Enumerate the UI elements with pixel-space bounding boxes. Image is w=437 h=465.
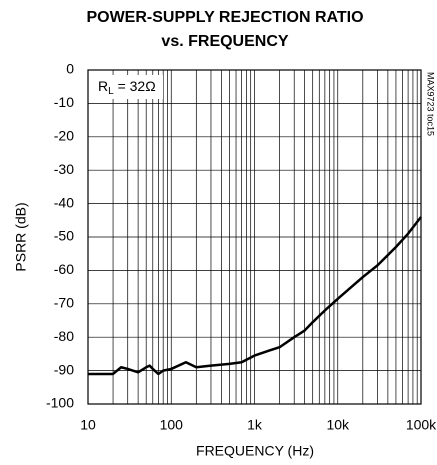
y-tick-label: -30 xyxy=(54,161,74,177)
x-axis-label: FREQUENCY (Hz) xyxy=(196,443,314,459)
annotation-box xyxy=(91,75,163,99)
y-tick-label: -40 xyxy=(54,194,74,210)
y-tick-label: -100 xyxy=(46,395,74,411)
x-tick-label: 100 xyxy=(160,417,184,433)
y-tick-label: -10 xyxy=(54,94,74,110)
y-tick-label: -70 xyxy=(54,295,74,311)
x-tick-label: 10 xyxy=(80,417,96,433)
y-tick-label: -80 xyxy=(54,328,74,344)
x-tick-label: 100k xyxy=(406,417,437,433)
y-tick-label: -60 xyxy=(54,261,74,277)
chart-title: POWER-SUPPLY REJECTION RATIO xyxy=(86,9,363,26)
data-line xyxy=(88,216,422,376)
y-tick-label: -20 xyxy=(54,128,74,144)
x-tick-label: 1k xyxy=(247,417,263,433)
y-tick-label: -50 xyxy=(54,228,74,244)
annotation-part: L xyxy=(108,86,114,97)
annotation: RL = 32Ω xyxy=(98,78,156,97)
annotation-part: = 32Ω xyxy=(114,78,156,94)
x-tick-label: 10k xyxy=(326,417,350,433)
y-tick-label: -90 xyxy=(54,361,74,377)
side-note: MAX9723 toc15 xyxy=(426,72,436,136)
y-tick-label: 0 xyxy=(66,61,74,77)
y-axis-label: PSRR (dB) xyxy=(13,202,29,271)
plot-frame xyxy=(87,69,422,405)
chart-title: vs. FREQUENCY xyxy=(161,33,288,50)
annotation-part: R xyxy=(98,78,108,94)
